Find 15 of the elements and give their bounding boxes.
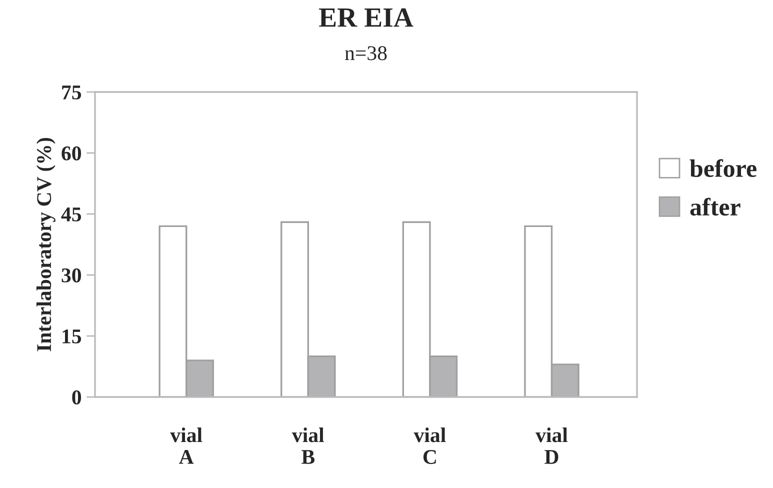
legend-label: after xyxy=(690,198,740,216)
legend-label: before xyxy=(690,159,756,178)
x-tick-label: vial A xyxy=(170,428,202,464)
y-tick-label: 0 xyxy=(72,390,82,404)
x-tick-label: vial D xyxy=(536,428,568,464)
y-tick-label: 75 xyxy=(62,86,82,100)
y-axis-title: Interlaboratory CV (%) xyxy=(36,138,56,352)
x-tick-label: vial C xyxy=(414,428,446,464)
chart-subtitle: n=38 xyxy=(344,46,387,60)
y-tick-label: 45 xyxy=(61,208,82,222)
y-tick-label: 60 xyxy=(62,146,82,160)
chart-title: ER EIA xyxy=(319,8,414,27)
y-tick-label: 30 xyxy=(62,268,82,282)
x-tick-label: vial B xyxy=(292,428,324,464)
y-tick-label: 15 xyxy=(62,329,82,344)
